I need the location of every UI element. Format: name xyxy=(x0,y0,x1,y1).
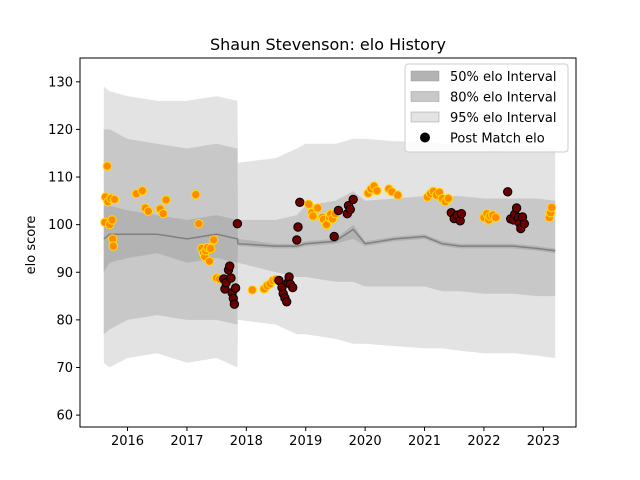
post-match-point-loss xyxy=(230,283,241,293)
y-axis-ticks: 60 70 80 90 100 110 120 130 xyxy=(48,75,80,424)
legend-swatch xyxy=(410,91,440,102)
post-match-point-loss xyxy=(232,219,243,229)
post-match-point-win xyxy=(204,256,215,266)
legend-swatch xyxy=(410,70,440,82)
post-match-point-win xyxy=(158,209,168,219)
post-match-point-loss xyxy=(295,197,305,208)
post-match-point-loss xyxy=(288,282,298,293)
x-axis-ticks: 2016 2017 2018 2019 2020 2021 2022 2023 xyxy=(111,427,560,449)
x-tick-label: 2018 xyxy=(230,434,263,449)
y-tick-label: 90 xyxy=(56,266,73,281)
y-tick-label: 130 xyxy=(48,75,73,90)
post-match-point-win xyxy=(137,186,148,196)
post-match-point-loss xyxy=(292,235,302,245)
chart-title: Shaun Stevenson: elo History xyxy=(210,35,446,54)
y-tick-label: 120 xyxy=(48,123,73,138)
y-tick-label: 60 xyxy=(56,409,73,424)
x-tick-label: 2016 xyxy=(111,434,144,449)
post-match-point-win xyxy=(312,203,323,213)
post-match-point-win xyxy=(191,189,201,200)
post-match-point-win xyxy=(102,161,113,171)
plot-frame xyxy=(79,57,577,428)
post-match-point-loss xyxy=(333,205,344,216)
y-tick-label: 110 xyxy=(48,171,73,186)
x-tick-label: 2021 xyxy=(408,434,441,449)
y-tick-label: 70 xyxy=(56,361,73,376)
y-axis-label: elo score xyxy=(24,216,39,275)
legend-marker xyxy=(420,132,430,143)
post-match-point-loss xyxy=(293,222,303,232)
x-tick-label: 2023 xyxy=(527,434,560,449)
legend-label: 80% elo Interval xyxy=(450,91,557,106)
post-match-point-win xyxy=(308,211,318,221)
y-tick-label: 100 xyxy=(48,218,73,233)
post-match-point-win xyxy=(108,241,119,251)
y-tick-label: 80 xyxy=(56,313,73,328)
post-match-point-win xyxy=(393,190,403,200)
x-tick-label: 2019 xyxy=(289,434,322,449)
post-match-point-loss xyxy=(503,187,513,197)
band-80-percent xyxy=(103,129,556,335)
post-match-point-win xyxy=(247,285,258,295)
legend-box xyxy=(404,63,569,153)
legend-swatch xyxy=(410,111,440,123)
post-match-point-win xyxy=(491,212,501,223)
x-tick-label: 2022 xyxy=(467,434,500,449)
post-match-point-win xyxy=(372,186,382,196)
band-50-percent xyxy=(103,205,556,273)
post-match-point-loss xyxy=(329,231,339,242)
post-match-point-win xyxy=(209,235,219,245)
legend: 50% elo Interval 80% elo Interval 95% elo … xyxy=(404,63,569,153)
post-match-point-loss xyxy=(282,297,292,307)
post-match-point-win xyxy=(109,194,120,205)
post-match-point-win xyxy=(107,215,117,225)
post-match-points xyxy=(100,161,557,309)
legend-label: 95% elo Interval xyxy=(450,111,557,126)
post-match-point-win xyxy=(161,195,171,205)
median-line xyxy=(103,228,556,252)
post-match-point-loss xyxy=(226,273,236,283)
median-elo-line xyxy=(103,228,556,252)
post-match-point-win xyxy=(206,243,216,254)
post-match-point-loss xyxy=(348,194,358,205)
post-match-point-loss xyxy=(229,299,240,309)
post-match-point-loss xyxy=(225,261,235,271)
post-match-point-win xyxy=(304,199,314,209)
x-tick-label: 2017 xyxy=(170,434,203,449)
post-match-point-loss xyxy=(511,203,522,213)
legend-label: Post Match elo xyxy=(450,132,545,147)
post-match-point-loss xyxy=(345,204,355,215)
legend-label: 50% elo Interval xyxy=(450,70,557,85)
post-match-point-win xyxy=(443,193,453,204)
post-match-point-win xyxy=(194,219,204,229)
post-match-point-win xyxy=(546,202,557,213)
post-match-point-loss xyxy=(519,219,529,229)
x-tick-label: 2020 xyxy=(349,434,382,449)
post-match-point-loss xyxy=(456,209,467,219)
post-match-point-win xyxy=(143,206,154,217)
